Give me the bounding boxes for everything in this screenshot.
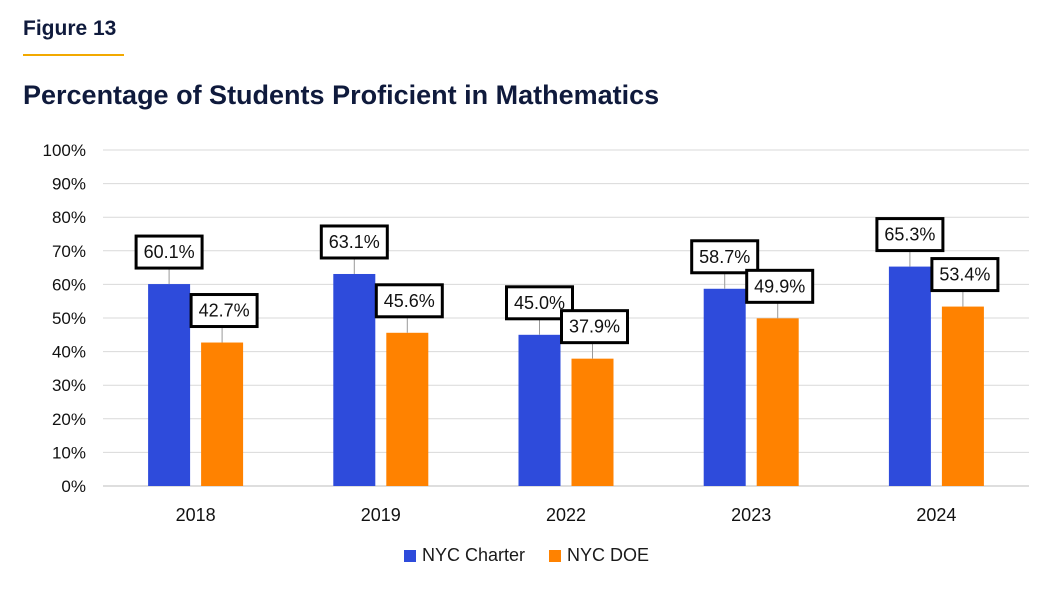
bar-nyc-charter bbox=[518, 334, 561, 486]
data-label-box bbox=[690, 239, 760, 275]
bar-nyc-charter bbox=[888, 266, 931, 486]
bar-nyc-doe bbox=[201, 342, 244, 486]
data-label: 45.0% bbox=[514, 293, 565, 313]
data-label: 53.4% bbox=[939, 265, 990, 285]
y-tick-label: 100% bbox=[43, 141, 86, 160]
data-label: 58.7% bbox=[699, 247, 750, 267]
bar-nyc-doe bbox=[386, 332, 429, 486]
data-label: 63.1% bbox=[329, 232, 380, 252]
data-label-box bbox=[930, 257, 1000, 293]
data-label-box bbox=[374, 283, 444, 319]
y-tick-label: 40% bbox=[52, 343, 86, 362]
y-tick-label: 60% bbox=[52, 275, 86, 294]
x-tick-label: 2018 bbox=[176, 505, 216, 525]
data-label-box bbox=[319, 224, 389, 260]
data-label-box bbox=[560, 309, 629, 345]
data-label: 49.9% bbox=[754, 276, 805, 296]
bar-nyc-doe bbox=[941, 306, 984, 486]
data-label-box bbox=[875, 217, 945, 253]
data-label-box bbox=[745, 268, 815, 304]
chart-title: Percentage of Students Proficient in Mat… bbox=[23, 80, 660, 110]
y-tick-label: 70% bbox=[52, 242, 86, 261]
x-tick-label: 2024 bbox=[916, 505, 956, 525]
y-tick-label: 0% bbox=[61, 477, 86, 496]
y-tick-label: 90% bbox=[52, 175, 86, 194]
y-tick-label: 20% bbox=[52, 410, 86, 429]
bar-nyc-doe bbox=[756, 318, 799, 486]
bar-nyc-doe bbox=[571, 358, 614, 486]
legend-label-nyc-charter: NYC Charter bbox=[421, 545, 525, 565]
data-label-box bbox=[189, 293, 259, 329]
x-tick-label: 2019 bbox=[361, 505, 401, 525]
data-label-box bbox=[134, 234, 204, 270]
y-tick-label: 50% bbox=[52, 309, 86, 328]
data-label: 65.3% bbox=[884, 225, 935, 245]
bar-nyc-charter bbox=[703, 288, 746, 486]
figure-label: Figure 13 bbox=[23, 17, 117, 40]
y-tick-label: 30% bbox=[52, 376, 86, 395]
data-label: 45.6% bbox=[384, 291, 435, 311]
x-tick-label: 2023 bbox=[731, 505, 771, 525]
figure-label-underline bbox=[23, 54, 124, 56]
data-label: 42.7% bbox=[199, 301, 250, 321]
x-tick-label: 2022 bbox=[546, 505, 586, 525]
legend-swatch-nyc-doe bbox=[549, 549, 561, 562]
bar-nyc-charter bbox=[333, 273, 376, 486]
legend-item-nyc-charter: NYC Charter bbox=[403, 545, 525, 566]
legend-swatch-nyc-charter bbox=[403, 549, 416, 562]
legend-label-nyc-doe: NYC DOE bbox=[567, 545, 650, 565]
legend-item-nyc-doe: NYC DOE bbox=[549, 545, 649, 566]
y-tick-label: 10% bbox=[52, 443, 86, 462]
y-tick-label: 80% bbox=[52, 208, 86, 227]
bar-nyc-charter bbox=[148, 284, 191, 486]
data-label: 37.9% bbox=[569, 317, 620, 337]
chart-legend: NYC Charter NYC DOE bbox=[0, 545, 1053, 566]
data-label: 60.1% bbox=[144, 242, 195, 262]
